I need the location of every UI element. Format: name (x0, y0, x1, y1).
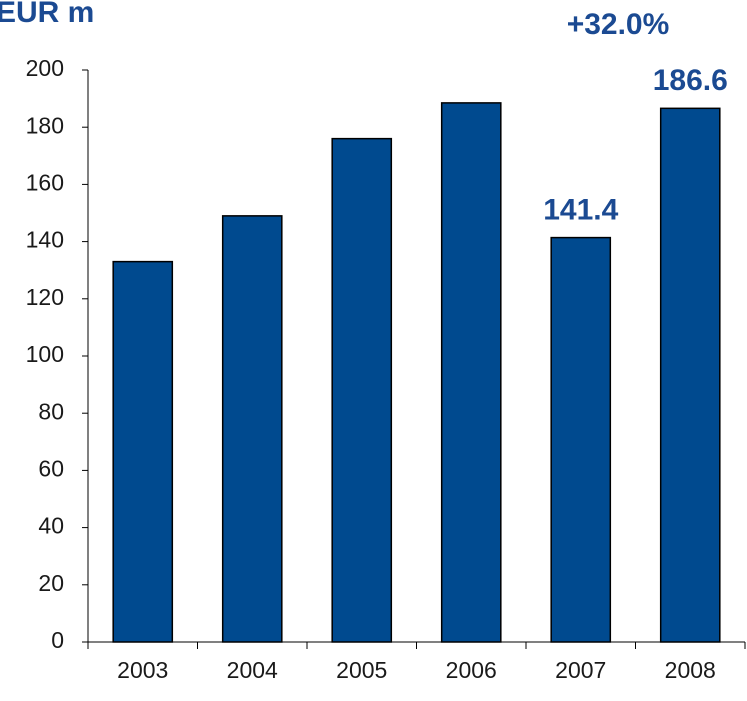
x-tick-label: 2007 (555, 657, 606, 683)
y-tick-label: 80 (38, 398, 64, 424)
y-tick-label: 20 (38, 570, 64, 596)
y-tick-label: 0 (51, 627, 64, 653)
chart-title: EUR m (0, 0, 94, 29)
x-tick-label: 2005 (336, 657, 387, 683)
y-tick-label: 140 (26, 227, 64, 253)
bar (550, 236, 612, 643)
x-tick-label: 2008 (665, 657, 716, 683)
y-tick-label: 160 (26, 169, 64, 195)
x-tick-label: 2004 (227, 657, 278, 683)
annotation: +32.0% (567, 8, 670, 41)
data-label: 186.6 (653, 64, 728, 97)
bar (112, 260, 174, 643)
y-tick-label: 200 (26, 55, 64, 81)
y-tick-label: 180 (26, 112, 64, 138)
y-tick-label: 120 (26, 284, 64, 310)
data-label: 141.4 (543, 194, 618, 227)
y-tick-label: 60 (38, 455, 64, 481)
bar (659, 107, 721, 643)
bar (331, 137, 393, 643)
bar (440, 102, 502, 643)
y-tick-label: 40 (38, 513, 64, 539)
x-tick-label: 2006 (446, 657, 497, 683)
y-tick-label: 100 (26, 341, 64, 367)
bar (221, 215, 283, 643)
x-tick-label: 2003 (117, 657, 168, 683)
